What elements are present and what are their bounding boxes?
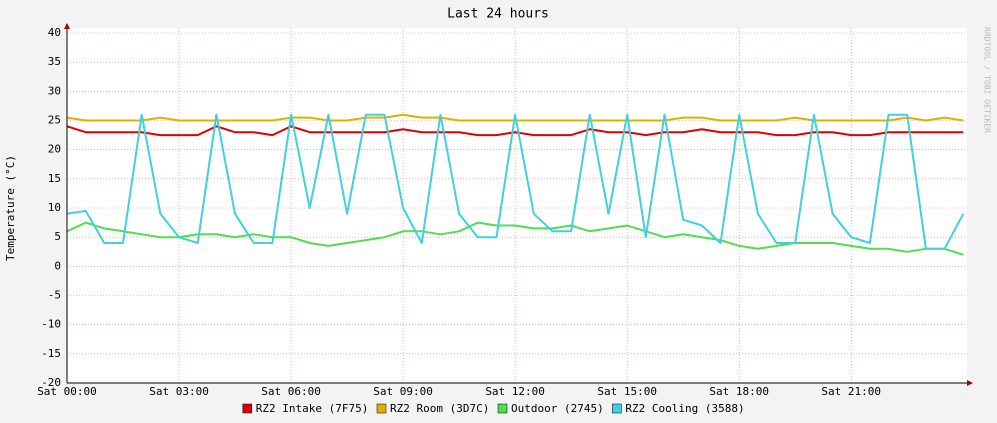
chart-title: Last 24 hours	[447, 7, 549, 22]
watermark: RRDTOOL / TOBI OETIKER	[983, 27, 992, 133]
y-tick-label: 10	[48, 201, 61, 214]
legend-swatch	[242, 403, 253, 414]
x-tick-label: Sat 03:00	[149, 385, 209, 398]
legend-swatch	[612, 403, 622, 414]
legend-swatch	[497, 403, 508, 414]
legend-label: RZ2 Room (3D7C)	[390, 402, 489, 415]
y-tick-label: 35	[48, 55, 61, 68]
series-line	[66, 221, 964, 256]
y-tick-label: -20	[41, 376, 61, 389]
legend-label: RZ2 Intake (7F75)	[256, 402, 369, 415]
legend-swatch	[376, 403, 387, 414]
y-tick-label: 40	[48, 26, 61, 39]
y-tick-label: -5	[48, 289, 61, 302]
x-tick-label: Sat 00:00	[37, 385, 97, 398]
y-tick-label: 25	[48, 114, 61, 127]
y-tick-label: -10	[41, 318, 61, 331]
y-tick-label: 5	[54, 230, 61, 243]
y-tick-label: 20	[48, 143, 61, 156]
series-line	[66, 125, 964, 137]
x-tick-label: Sat 15:00	[597, 385, 657, 398]
legend-label: RZ2 Cooling (3588)	[625, 402, 744, 415]
plot-area	[67, 28, 967, 383]
series-line	[66, 113, 965, 250]
y-arrow	[64, 23, 70, 29]
y-tick-label: 0	[54, 259, 61, 272]
x-tick-label: Sat 21:00	[821, 385, 881, 398]
x-arrow	[967, 380, 973, 386]
y-tick-label: 30	[48, 84, 61, 97]
x-tick-label: Sat 09:00	[373, 385, 433, 398]
legend-label: Outdoor (2745)	[511, 402, 604, 415]
x-tick-label: Sat 12:00	[485, 385, 545, 398]
y-tick-label: 15	[48, 172, 61, 185]
y-tick-label: -15	[41, 347, 61, 360]
x-tick-label: Sat 06:00	[261, 385, 321, 398]
y-axis-label: Temperature (°C)	[4, 155, 17, 261]
x-tick-label: Sat 18:00	[709, 385, 769, 398]
